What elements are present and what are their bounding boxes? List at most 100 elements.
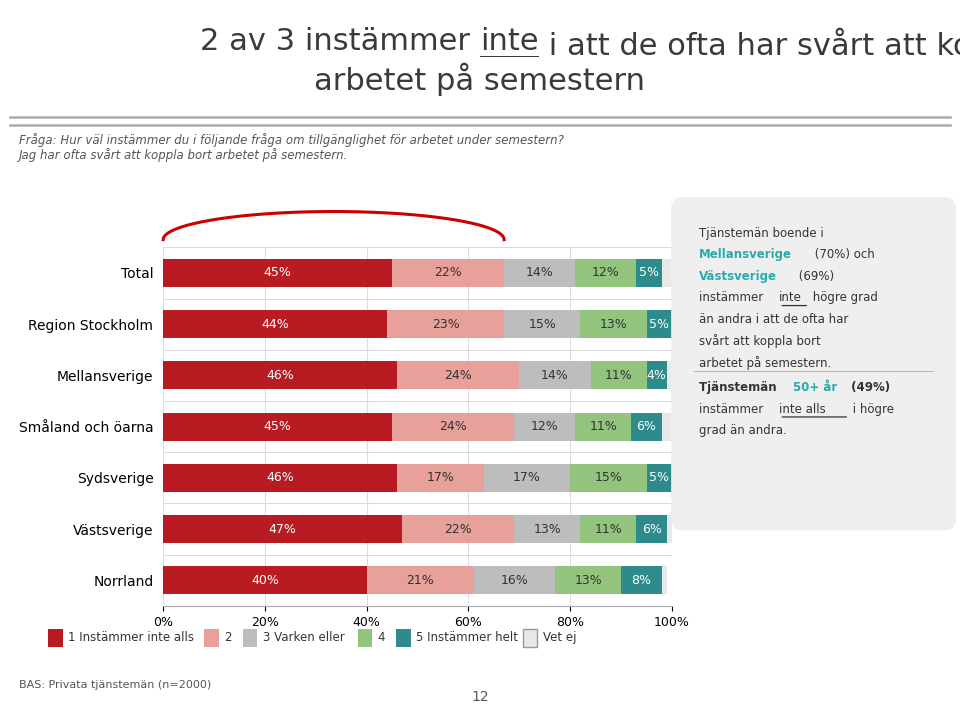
Bar <box>555 566 621 594</box>
Bar <box>163 259 393 287</box>
Text: 5%: 5% <box>639 267 660 280</box>
Text: (70%) och: (70%) och <box>811 248 875 262</box>
Text: 47%: 47% <box>269 523 297 536</box>
Text: 4%: 4% <box>647 369 666 382</box>
Text: 16%: 16% <box>500 574 528 587</box>
Bar <box>581 310 647 338</box>
Bar <box>484 464 570 492</box>
Text: svårt att koppla bort: svårt att koppla bort <box>699 334 821 348</box>
Bar <box>163 515 402 543</box>
Text: 6%: 6% <box>641 523 661 536</box>
Text: Fråga: Hur väl instämmer du i följande fråga om tillgänglighet för arbetet under: Fråga: Hur väl instämmer du i följande f… <box>19 133 564 146</box>
Text: inte: inte <box>780 291 803 304</box>
Text: 45%: 45% <box>264 420 292 433</box>
Text: inte: inte <box>480 27 539 56</box>
Text: Jag har ofta svårt att koppla bort arbetet på semestern.: Jag har ofta svårt att koppla bort arbet… <box>19 148 348 162</box>
Bar <box>575 259 636 287</box>
Text: 24%: 24% <box>440 420 468 433</box>
Bar <box>473 566 555 594</box>
Bar <box>163 566 367 594</box>
Bar <box>667 515 672 543</box>
Bar <box>661 412 672 441</box>
Text: 17%: 17% <box>513 471 540 484</box>
Text: instämmer: instämmer <box>699 403 767 416</box>
Text: 45%: 45% <box>264 267 292 280</box>
Text: 11%: 11% <box>589 420 617 433</box>
Text: i högre: i högre <box>850 403 894 416</box>
Text: 5%: 5% <box>649 318 669 331</box>
FancyBboxPatch shape <box>522 629 538 647</box>
Text: i att de ofta har svårt att koppla bort: i att de ofta har svårt att koppla bort <box>539 27 960 60</box>
Text: 15%: 15% <box>594 471 622 484</box>
Text: 13%: 13% <box>574 574 602 587</box>
Text: Vet ej: Vet ej <box>542 631 576 645</box>
Bar <box>647 361 667 389</box>
Text: 22%: 22% <box>444 523 472 536</box>
Text: 12%: 12% <box>592 267 620 280</box>
Text: grad än andra.: grad än andra. <box>699 424 787 437</box>
Text: 50+ år: 50+ år <box>793 381 837 394</box>
Text: 12%: 12% <box>531 420 559 433</box>
Bar <box>397 464 484 492</box>
FancyBboxPatch shape <box>48 629 62 647</box>
Bar <box>581 515 636 543</box>
Bar <box>647 464 672 492</box>
Text: 11%: 11% <box>594 523 622 536</box>
Text: 46%: 46% <box>266 369 294 382</box>
Bar <box>163 464 397 492</box>
Text: 4: 4 <box>378 631 385 645</box>
Bar <box>632 412 661 441</box>
Text: BAS: Privata tjänstemän (n=2000): BAS: Privata tjänstemän (n=2000) <box>19 680 211 690</box>
Text: 12: 12 <box>471 690 489 704</box>
Text: 5 Instämmer helt: 5 Instämmer helt <box>416 631 518 645</box>
Bar <box>515 412 575 441</box>
Bar <box>504 259 575 287</box>
Text: 22%: 22% <box>434 267 462 280</box>
Text: instämmer: instämmer <box>699 291 767 304</box>
Bar <box>504 310 581 338</box>
Text: Tjänstemän: Tjänstemän <box>699 381 780 394</box>
Bar <box>636 515 667 543</box>
Text: 6%: 6% <box>636 420 657 433</box>
Text: 1 Instämmer inte alls: 1 Instämmer inte alls <box>68 631 194 645</box>
Bar <box>393 259 504 287</box>
Bar <box>163 361 397 389</box>
Text: 5%: 5% <box>649 471 669 484</box>
Bar <box>661 566 667 594</box>
Bar <box>519 361 590 389</box>
Bar <box>621 566 661 594</box>
Bar <box>636 259 661 287</box>
Text: 13%: 13% <box>600 318 628 331</box>
Text: Västsverige: Västsverige <box>699 270 778 282</box>
Bar <box>575 412 632 441</box>
Text: 15%: 15% <box>528 318 556 331</box>
Text: Tjänstemän boende i: Tjänstemän boende i <box>699 227 824 240</box>
Bar <box>570 464 647 492</box>
Bar <box>590 361 647 389</box>
Text: arbetet på semestern.: arbetet på semestern. <box>699 356 831 369</box>
Bar <box>647 310 672 338</box>
Bar <box>163 412 393 441</box>
Text: (69%): (69%) <box>795 270 833 282</box>
Text: 17%: 17% <box>426 471 454 484</box>
Bar <box>163 310 387 338</box>
Text: arbetet på semestern: arbetet på semestern <box>315 63 645 96</box>
Text: 23%: 23% <box>432 318 460 331</box>
Text: 2: 2 <box>225 631 232 645</box>
Text: 2 av 3 instämmer: 2 av 3 instämmer <box>201 27 480 56</box>
Text: 3 Varken eller: 3 Varken eller <box>263 631 345 645</box>
Text: 8%: 8% <box>632 574 652 587</box>
Text: Mellansverige: Mellansverige <box>699 248 792 262</box>
FancyBboxPatch shape <box>358 629 372 647</box>
FancyBboxPatch shape <box>243 629 257 647</box>
Text: (49%): (49%) <box>847 381 890 394</box>
Text: högre grad: högre grad <box>809 291 878 304</box>
FancyBboxPatch shape <box>671 197 956 531</box>
Bar <box>387 310 504 338</box>
Text: 14%: 14% <box>526 267 554 280</box>
Bar <box>667 361 672 389</box>
Text: 11%: 11% <box>605 369 633 382</box>
Text: inte alls: inte alls <box>780 403 826 416</box>
FancyBboxPatch shape <box>204 629 219 647</box>
Bar <box>397 361 519 389</box>
